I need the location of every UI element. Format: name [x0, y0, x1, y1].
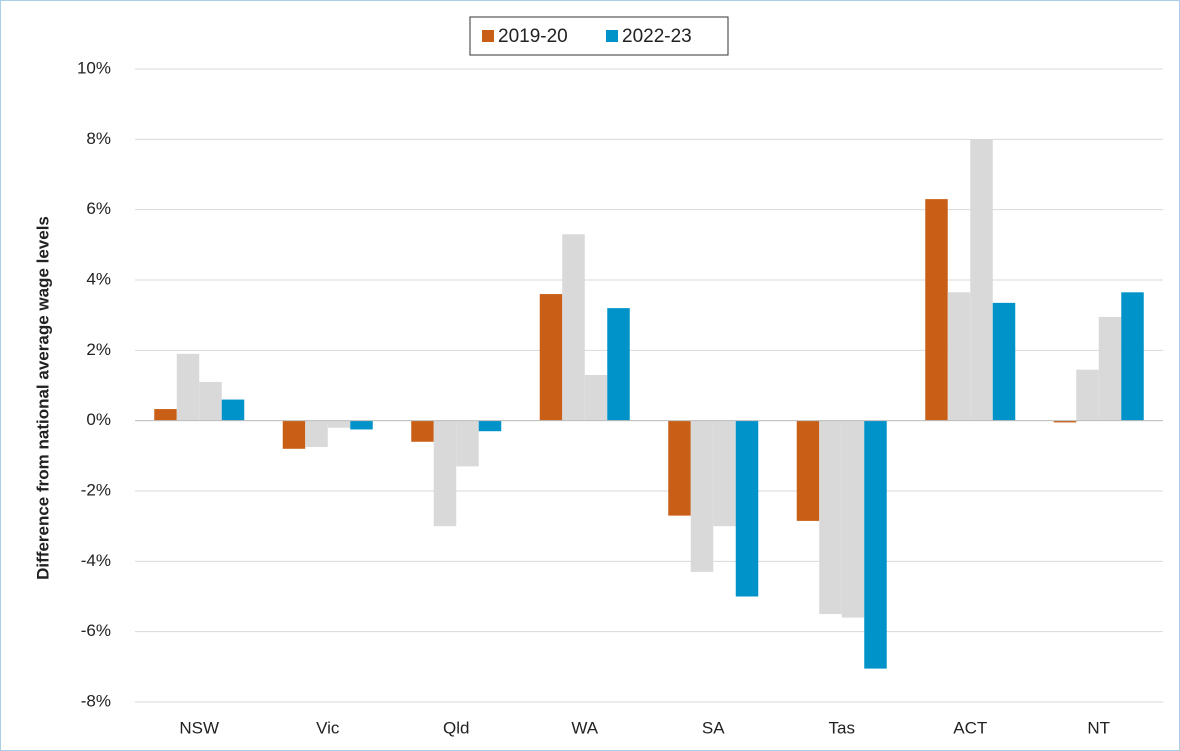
y-tick-label: 0% — [86, 410, 111, 429]
bar — [1053, 420, 1077, 423]
bar — [305, 420, 328, 448]
x-tick-label: NSW — [179, 718, 219, 737]
x-tick-label: SA — [702, 718, 725, 737]
legend-swatch — [482, 30, 494, 42]
bar — [456, 420, 479, 467]
bar — [282, 420, 306, 449]
bar — [925, 199, 948, 421]
y-tick-label: -8% — [81, 691, 111, 710]
bar — [864, 420, 887, 669]
x-tick-label: WA — [571, 718, 598, 737]
bar — [735, 420, 759, 597]
bar — [478, 420, 502, 432]
bar — [970, 139, 993, 421]
bar — [796, 420, 820, 521]
bar — [607, 308, 630, 421]
bar — [819, 420, 842, 615]
x-tick-label: Qld — [443, 718, 469, 737]
bar — [668, 420, 691, 516]
y-tick-label: 6% — [86, 199, 111, 218]
bar — [411, 420, 434, 442]
bar — [327, 420, 351, 428]
y-tick-label: 2% — [86, 340, 111, 359]
bar — [947, 292, 971, 421]
y-axis-label: Difference from national average wage le… — [33, 216, 52, 580]
bar — [690, 420, 714, 572]
bar — [713, 420, 736, 527]
y-tick-label: -6% — [81, 621, 111, 640]
bar — [350, 420, 373, 430]
bar — [154, 409, 177, 421]
x-tick-label: NT — [1087, 718, 1110, 737]
bar — [1076, 369, 1099, 421]
bar — [584, 374, 608, 421]
x-tick-label: Vic — [316, 718, 340, 737]
bar — [1098, 316, 1122, 421]
y-tick-label: 8% — [86, 129, 111, 148]
legend-box — [469, 16, 729, 56]
bar — [221, 399, 245, 421]
legend-swatch — [606, 30, 618, 42]
bar — [176, 353, 200, 421]
bar — [199, 381, 222, 421]
y-tick-label: 4% — [86, 269, 111, 288]
bar — [433, 420, 457, 527]
x-tick-label: Tas — [829, 718, 855, 737]
y-tick-label: -2% — [81, 480, 111, 499]
bar — [841, 420, 865, 618]
bar — [539, 294, 563, 421]
bar — [992, 302, 1016, 421]
y-tick-label: 10% — [77, 58, 111, 77]
bar — [1121, 292, 1144, 421]
x-tick-label: ACT — [953, 718, 987, 737]
legend-label: 2022-23 — [622, 26, 692, 47]
bar — [562, 234, 585, 421]
y-tick-label: -4% — [81, 551, 111, 570]
legend-label: 2019-20 — [498, 26, 568, 47]
